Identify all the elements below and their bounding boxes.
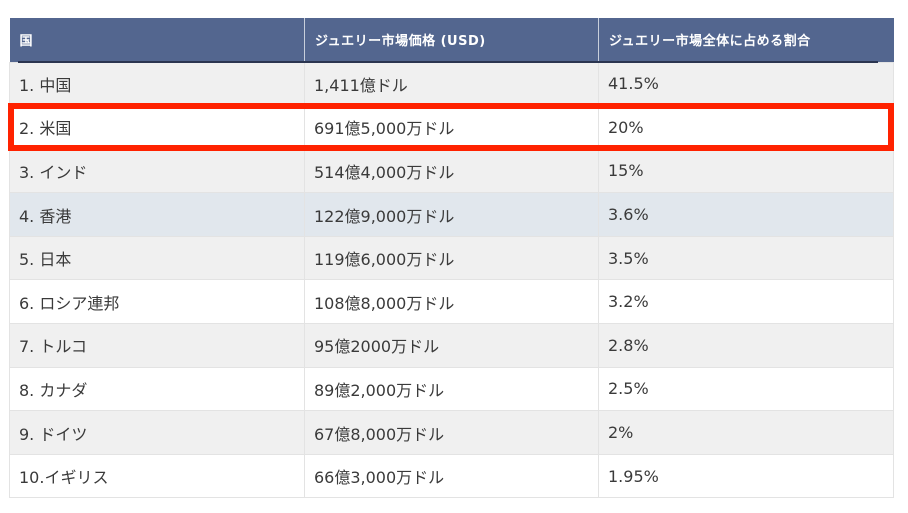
cell-price: 95億2000万ドル bbox=[304, 323, 599, 368]
table-row: 4. 香港 122億9,000万ドル 3.6% bbox=[9, 192, 894, 237]
table-row: 10.イギリス 66億3,000万ドル 1.95% bbox=[9, 453, 894, 499]
table-row: 1. 中国 1,411億ドル 41.5% bbox=[9, 61, 894, 107]
header-country: 国 bbox=[9, 18, 305, 62]
header-share: ジュエリー市場全体に占める割合 bbox=[598, 18, 894, 62]
cell-price: 122億9,000万ドル bbox=[304, 192, 599, 237]
cell-price: 66億3,000万ドル bbox=[304, 453, 599, 499]
cell-share: 2.5% bbox=[598, 366, 894, 412]
cell-share: 2.8% bbox=[598, 323, 894, 368]
cell-share: 3.5% bbox=[598, 235, 894, 281]
cell-country: 8. カナダ bbox=[9, 366, 305, 412]
cell-country: 3. インド bbox=[9, 148, 305, 194]
cell-price: 1,411億ドル bbox=[304, 61, 599, 107]
header-underline bbox=[18, 61, 878, 63]
table-row: 8. カナダ 89億2,000万ドル 2.5% bbox=[9, 366, 894, 412]
cell-share: 20% bbox=[598, 105, 894, 150]
cell-country: 7. トルコ bbox=[9, 323, 305, 368]
cell-share: 2% bbox=[598, 410, 894, 455]
table-row: 2. 米国 691億5,000万ドル 20% bbox=[9, 105, 894, 150]
cell-price: 691億5,000万ドル bbox=[304, 105, 599, 150]
cell-country: 1. 中国 bbox=[9, 61, 305, 107]
cell-country: 10.イギリス bbox=[9, 453, 305, 499]
cell-share: 3.6% bbox=[598, 192, 894, 237]
cell-country: 4. 香港 bbox=[9, 192, 305, 237]
table-row: 7. トルコ 95億2000万ドル 2.8% bbox=[9, 323, 894, 368]
cell-price: 514億4,000万ドル bbox=[304, 148, 599, 194]
cell-country: 6. ロシア連邦 bbox=[9, 279, 305, 325]
cell-share: 1.95% bbox=[598, 453, 894, 499]
cell-price: 108億8,000万ドル bbox=[304, 279, 599, 325]
table-row: 9. ドイツ 67億8,000万ドル 2% bbox=[9, 410, 894, 455]
table-row: 5. 日本 119億6,000万ドル 3.5% bbox=[9, 235, 894, 281]
cell-price: 89億2,000万ドル bbox=[304, 366, 599, 412]
cell-country: 9. ドイツ bbox=[9, 410, 305, 455]
table-row: 3. インド 514億4,000万ドル 15% bbox=[9, 148, 894, 194]
jewelry-market-table: 国 ジュエリー市場価格 (USD) ジュエリー市場全体に占める割合 1. 中国 … bbox=[9, 18, 894, 499]
cell-share: 15% bbox=[598, 148, 894, 194]
cell-country: 5. 日本 bbox=[9, 235, 305, 281]
cell-price: 119億6,000万ドル bbox=[304, 235, 599, 281]
header-price: ジュエリー市場価格 (USD) bbox=[304, 18, 599, 62]
table-body: 1. 中国 1,411億ドル 41.5% 2. 米国 691億5,000万ドル … bbox=[9, 61, 894, 499]
table-header: 国 ジュエリー市場価格 (USD) ジュエリー市場全体に占める割合 bbox=[9, 18, 894, 62]
header-row: 国 ジュエリー市場価格 (USD) ジュエリー市場全体に占める割合 bbox=[9, 18, 894, 62]
cell-share: 3.2% bbox=[598, 279, 894, 325]
cell-price: 67億8,000万ドル bbox=[304, 410, 599, 455]
table-row: 6. ロシア連邦 108億8,000万ドル 3.2% bbox=[9, 279, 894, 325]
cell-country: 2. 米国 bbox=[9, 105, 305, 150]
cell-share: 41.5% bbox=[598, 61, 894, 107]
